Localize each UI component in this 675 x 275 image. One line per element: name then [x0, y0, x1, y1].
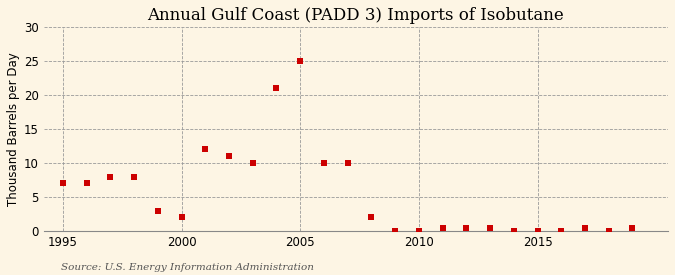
Point	[580, 225, 591, 230]
Point	[105, 174, 115, 179]
Point	[603, 229, 614, 233]
Point	[57, 181, 68, 186]
Point	[485, 225, 495, 230]
Point	[627, 225, 638, 230]
Point	[461, 225, 472, 230]
Point	[153, 208, 163, 213]
Point	[319, 161, 329, 165]
Point	[342, 161, 353, 165]
Point	[200, 147, 211, 152]
Point	[223, 154, 234, 158]
Point	[34, 208, 45, 213]
Point	[295, 59, 306, 63]
Point	[508, 229, 519, 233]
Text: Source: U.S. Energy Information Administration: Source: U.S. Energy Information Administ…	[61, 263, 314, 272]
Point	[129, 174, 140, 179]
Point	[271, 86, 282, 90]
Point	[366, 215, 377, 219]
Point	[414, 229, 425, 233]
Point	[437, 225, 448, 230]
Point	[389, 229, 400, 233]
Point	[247, 161, 258, 165]
Title: Annual Gulf Coast (PADD 3) Imports of Isobutane: Annual Gulf Coast (PADD 3) Imports of Is…	[148, 7, 564, 24]
Point	[176, 215, 187, 219]
Y-axis label: Thousand Barrels per Day: Thousand Barrels per Day	[7, 52, 20, 206]
Point	[81, 181, 92, 186]
Point	[532, 229, 543, 233]
Point	[556, 229, 566, 233]
